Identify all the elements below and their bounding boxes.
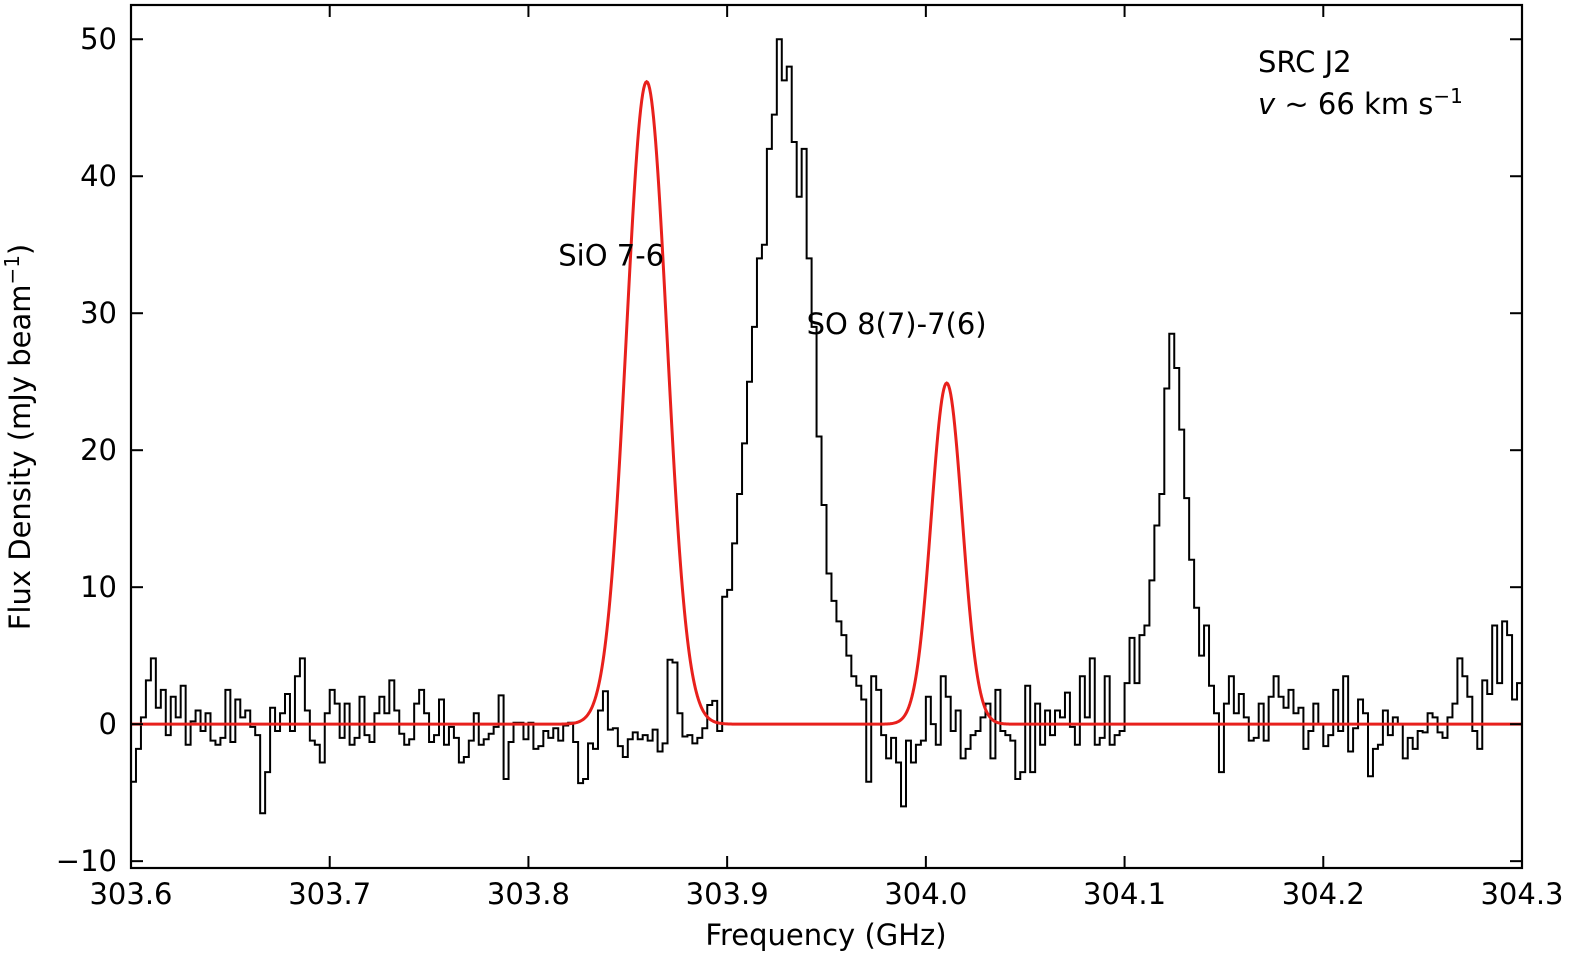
x-tick-label: 304.1 bbox=[1083, 877, 1166, 911]
line-annotation: SiO 7-6 bbox=[558, 238, 664, 272]
y-tick-label: −10 bbox=[56, 844, 117, 878]
line-annotation: SO 8(7)-7(6) bbox=[807, 307, 987, 341]
velocity-label: v ∼ 66 km s−1 bbox=[1258, 84, 1463, 121]
spectrum-step-line bbox=[131, 38, 1522, 815]
axis-ticks bbox=[130, 5, 1523, 868]
x-tick-label: 303.8 bbox=[487, 877, 570, 911]
y-tick-label: 50 bbox=[80, 22, 117, 56]
y-axis-label-close: ) bbox=[3, 244, 37, 255]
x-tick-label: 303.9 bbox=[686, 877, 769, 911]
y-tick-label: 30 bbox=[80, 296, 117, 330]
y-tick-label: 10 bbox=[80, 570, 117, 604]
x-axis-label: Frequency (GHz) bbox=[705, 918, 946, 952]
y-axis-label: Flux Density (mJy beam−1) bbox=[0, 244, 37, 631]
plot-frame bbox=[129, 3, 1524, 870]
x-tick-label: 304.3 bbox=[1480, 877, 1563, 911]
velocity-value: ∼ 66 km s bbox=[1275, 87, 1433, 121]
gaussian-fit-line bbox=[131, 79, 1522, 726]
x-tick-label: 303.7 bbox=[288, 877, 371, 911]
line-annotations: SiO 7-6 SO 8(7)-7(6) bbox=[558, 238, 986, 340]
y-axis-label-main: Flux Density (mJy beam bbox=[3, 285, 37, 631]
x-tick-label: 303.6 bbox=[89, 877, 172, 911]
x-tick-label: 304.0 bbox=[884, 877, 967, 911]
plot-area bbox=[131, 38, 1522, 815]
y-tick-label: 40 bbox=[80, 159, 117, 193]
y-tick-label: 20 bbox=[80, 433, 117, 467]
velocity-unit-sup: −1 bbox=[1433, 84, 1462, 108]
y-tick-label: 0 bbox=[99, 707, 117, 741]
source-label: SRC J2 bbox=[1258, 45, 1352, 79]
tick-labels: 303.6 303.7 303.8 303.9 304.0 304.1 304.2 304.3… bbox=[56, 22, 1564, 911]
velocity-symbol: v bbox=[1258, 87, 1276, 121]
x-tick-label: 304.2 bbox=[1282, 877, 1365, 911]
y-axis-label-sup: −1 bbox=[0, 255, 24, 284]
